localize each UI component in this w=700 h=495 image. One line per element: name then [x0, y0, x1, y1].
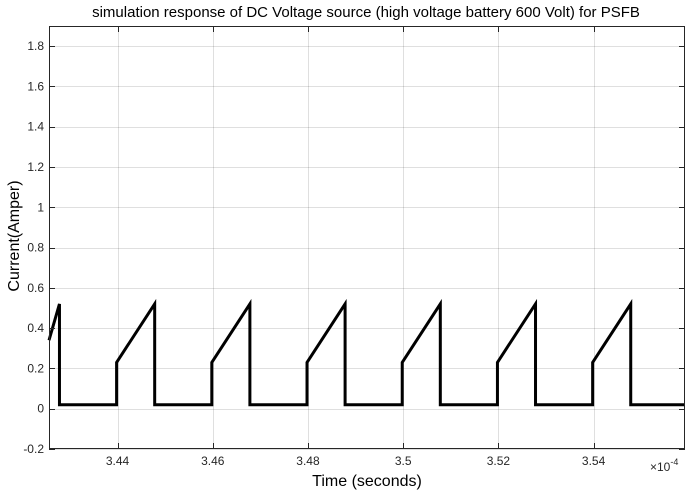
y-tick-label: 1.4: [27, 120, 44, 134]
y-tick-label: -0.2: [23, 442, 44, 456]
plot-frame: [49, 26, 685, 449]
x-exponent-power: -4: [670, 457, 678, 467]
y-tick-label: 0: [37, 402, 44, 416]
y-tick-label: 1.6: [27, 79, 44, 93]
x-tick-label: 3.44: [106, 454, 130, 468]
y-tick-label: 0.8: [27, 241, 44, 255]
x-axis-label: Time (seconds): [312, 473, 422, 490]
x-exponent-base: ×10: [650, 460, 671, 474]
x-tick-label: 3.5: [395, 454, 412, 468]
y-tick-label: 0.6: [27, 281, 44, 295]
x-tick-label: 3.54: [582, 454, 606, 468]
y-tick-label: 1.8: [27, 39, 44, 53]
tick-labels: 3.44 3.46 3.48 3.5 3.52 3.54 -0.2 0 0.2 0.4 0.6 0.8…: [23, 39, 605, 468]
x-tick-label: 3.48: [296, 454, 320, 468]
series-line: [47, 298, 685, 407]
chart-title: simulation response of DC Voltage source…: [92, 4, 640, 21]
x-tick-label: 3.52: [487, 454, 511, 468]
y-tick-label: 1.2: [27, 160, 44, 174]
y-axis-label: Current(Amper): [6, 180, 23, 291]
y-tick-label: 1: [37, 200, 44, 214]
x-axis-exponent: ×10-4: [650, 457, 678, 474]
x-tick-label: 3.46: [201, 454, 225, 468]
plot-area: [49, 26, 685, 449]
y-tick-label: 0.4: [27, 321, 44, 335]
series-layer: [47, 298, 685, 407]
y-tick-label: 0.2: [27, 361, 44, 375]
axis-ticks: [49, 26, 685, 450]
